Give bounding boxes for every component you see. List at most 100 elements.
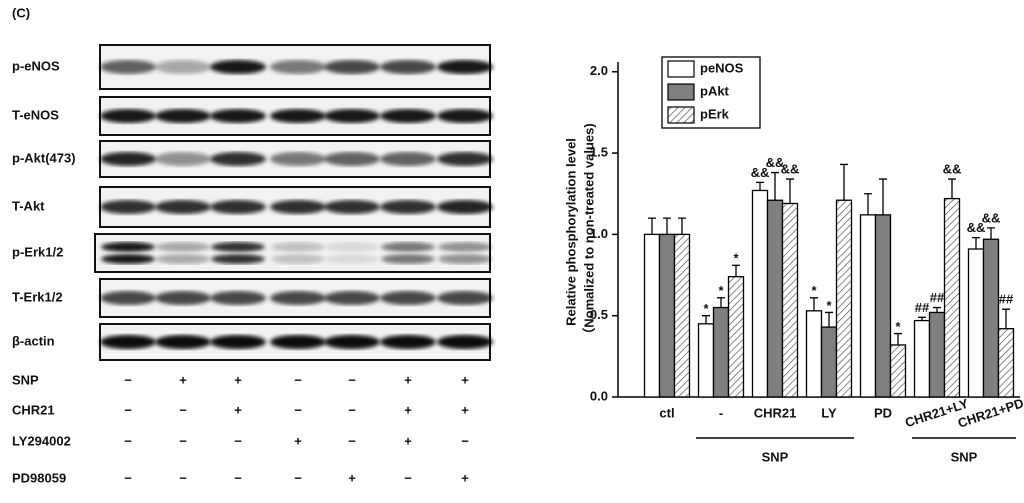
blot-band xyxy=(100,152,156,166)
y-axis-label: （Nomalized to non-treated values) xyxy=(581,123,596,340)
treatment-sign: + xyxy=(179,372,187,387)
error-bar xyxy=(756,181,764,191)
significance-mark: && xyxy=(982,210,1001,225)
blot-band xyxy=(324,60,380,74)
y-tick-label: 0.0 xyxy=(590,388,608,403)
blot-band xyxy=(210,335,266,349)
significance-mark: * xyxy=(826,298,832,313)
blot-band xyxy=(325,242,379,252)
bar xyxy=(913,319,931,398)
y-tick-label: 2.0 xyxy=(590,63,608,78)
group-label: SNP xyxy=(951,449,978,464)
significance-mark: && xyxy=(943,162,962,177)
legend-swatch xyxy=(667,106,695,124)
x-tick-label: - xyxy=(719,405,723,420)
treatment-label: PD98059 xyxy=(12,470,66,485)
blot-band xyxy=(210,152,266,166)
blot-band xyxy=(270,152,326,166)
bar xyxy=(982,238,1000,398)
treatment-sign: + xyxy=(348,470,356,485)
bar xyxy=(820,326,838,398)
error-bar xyxy=(987,227,995,240)
blot-band xyxy=(437,60,493,74)
blot-band xyxy=(380,291,436,305)
blot-band xyxy=(156,254,210,264)
bar xyxy=(967,248,985,398)
bar xyxy=(697,323,715,398)
blot-label: T-eNOS xyxy=(12,107,59,122)
blot-band xyxy=(101,242,155,252)
significance-mark: && xyxy=(781,162,800,177)
significance-mark: ## xyxy=(915,300,930,315)
treatment-sign: − xyxy=(124,402,132,417)
blot-band xyxy=(380,60,436,74)
error-bar xyxy=(717,297,725,308)
blot-label: p-Akt(473) xyxy=(12,150,76,165)
error-bar xyxy=(771,171,779,201)
error-bar xyxy=(840,163,848,201)
blot-band xyxy=(155,60,211,74)
y-tick-label: 1.0 xyxy=(590,226,608,241)
treatment-sign: − xyxy=(404,470,412,485)
legend-swatch xyxy=(667,83,695,101)
treatment-sign: − xyxy=(179,470,187,485)
blot-label: T-Erk1/2 xyxy=(12,289,63,304)
blot-band xyxy=(100,291,156,305)
panel-label: (C) xyxy=(12,5,30,20)
bar xyxy=(928,311,946,398)
treatment-sign: − xyxy=(179,402,187,417)
treatment-sign: − xyxy=(124,470,132,485)
legend-label: pErk xyxy=(700,106,730,121)
treatment-sign: − xyxy=(124,433,132,448)
x-tick-label: CHR21 xyxy=(754,405,797,420)
bar xyxy=(889,344,907,398)
blot-label: β-actin xyxy=(12,333,55,348)
blot-band xyxy=(437,152,493,166)
error-bar xyxy=(948,178,956,199)
treatment-sign: − xyxy=(348,402,356,417)
blot-band xyxy=(380,152,436,166)
blot-band xyxy=(271,254,325,264)
treatment-sign: − xyxy=(234,433,242,448)
blot-band xyxy=(101,254,155,264)
blot-band xyxy=(270,109,326,123)
bar xyxy=(673,233,691,398)
treatment-sign: − xyxy=(294,470,302,485)
blot-band xyxy=(324,291,380,305)
treatment-sign: − xyxy=(234,470,242,485)
blot-band xyxy=(270,335,326,349)
blot-label: T-Akt xyxy=(12,198,45,213)
significance-mark: && xyxy=(751,165,770,180)
blot-band xyxy=(155,200,211,214)
significance-mark: && xyxy=(766,155,785,170)
treatment-sign: + xyxy=(404,433,412,448)
blot-band xyxy=(270,200,326,214)
error-bar xyxy=(663,217,671,235)
treatment-sign: − xyxy=(348,433,356,448)
error-bar xyxy=(918,316,926,321)
treatment-sign: + xyxy=(461,470,469,485)
treatment-sign: + xyxy=(461,402,469,417)
treatment-sign: + xyxy=(404,402,412,417)
y-tick-label: 0.5 xyxy=(590,307,608,322)
y-axis-label: Relative phosphorylation level xyxy=(563,138,578,326)
error-bar xyxy=(894,332,902,345)
blot-band xyxy=(100,335,156,349)
error-bar xyxy=(786,178,794,204)
treatment-label: LY294002 xyxy=(12,433,71,448)
error-bar xyxy=(810,297,818,311)
blot-band xyxy=(155,152,211,166)
blot-band xyxy=(437,335,493,349)
bar xyxy=(712,306,730,398)
blot-band xyxy=(324,109,380,123)
bar xyxy=(943,197,961,398)
treatment-sign: + xyxy=(461,372,469,387)
treatment-sign: − xyxy=(179,433,187,448)
treatment-sign: + xyxy=(234,402,242,417)
x-tick-label: PD xyxy=(874,405,892,420)
blot-label: p-Erk1/2 xyxy=(12,244,63,259)
error-bar xyxy=(933,306,941,313)
significance-mark: * xyxy=(733,251,739,266)
treatment-sign: + xyxy=(404,372,412,387)
blot-band xyxy=(380,335,436,349)
